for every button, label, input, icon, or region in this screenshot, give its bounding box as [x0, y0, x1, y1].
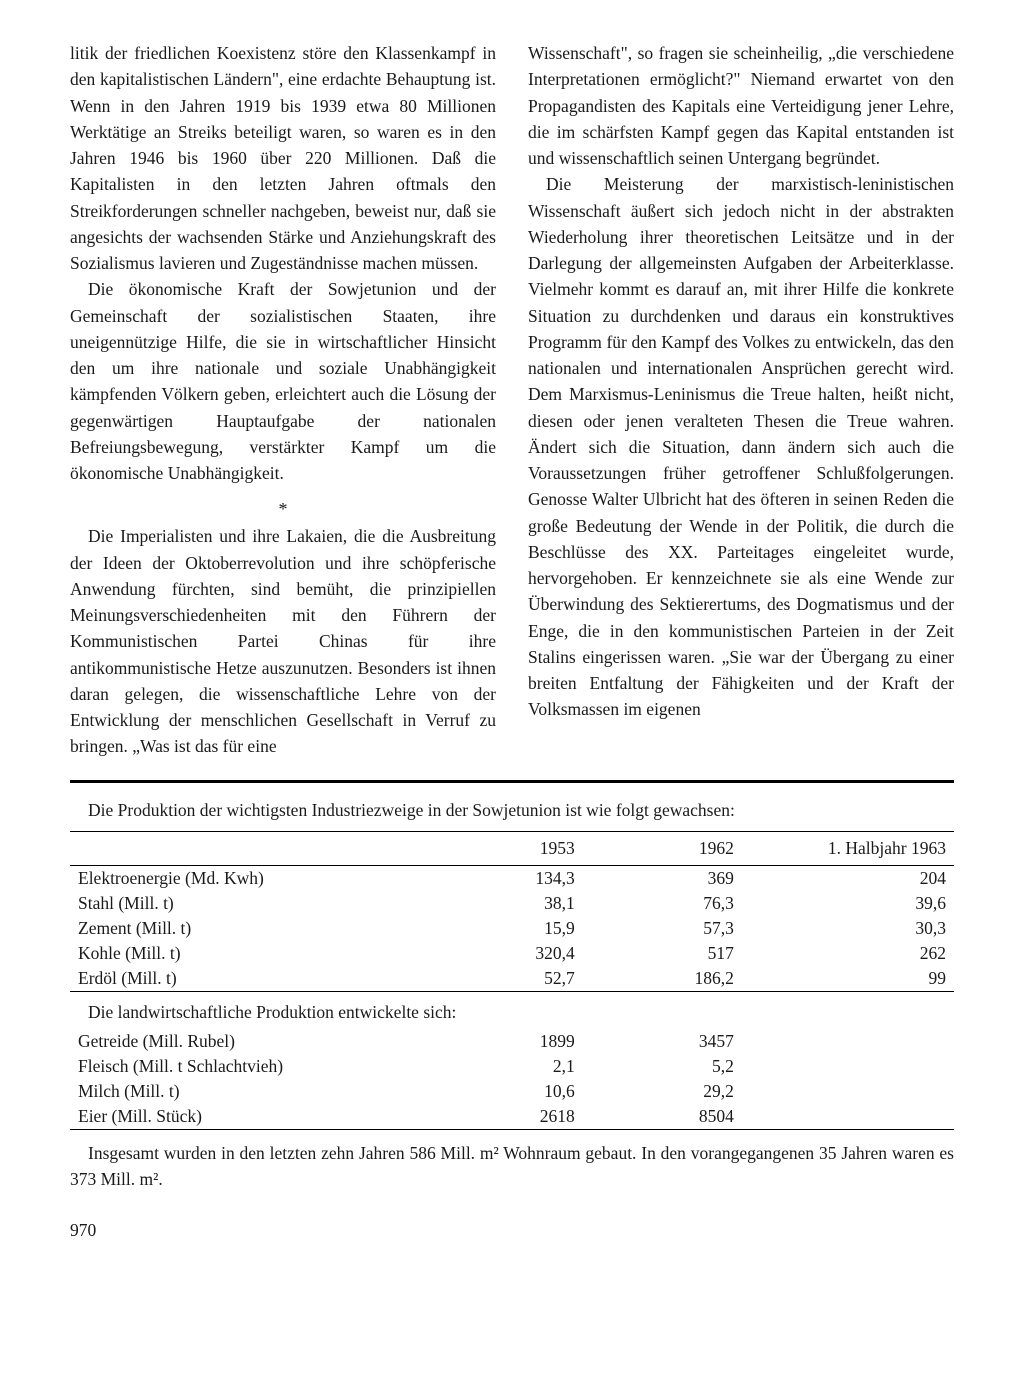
table-row: Milch (Mill. t)10,629,2 — [70, 1079, 954, 1104]
table-header — [70, 831, 424, 865]
table-header-row: 1953 1962 1. Halbjahr 1963 — [70, 831, 954, 865]
table-cell: 57,3 — [583, 916, 742, 941]
table-header: 1962 — [583, 831, 742, 865]
table-row: Elektroenergie (Md. Kwh)134,3369204 — [70, 865, 954, 891]
table-cell: 8504 — [583, 1104, 742, 1130]
table-cell: 76,3 — [583, 891, 742, 916]
table-row: Eier (Mill. Stück)26188504 — [70, 1104, 954, 1130]
table-cell: 38,1 — [424, 891, 583, 916]
table-cell: 3457 — [583, 1029, 742, 1054]
table-cell: 262 — [742, 941, 954, 966]
table-row: Getreide (Mill. Rubel)18993457 — [70, 1029, 954, 1054]
table-cell: 2,1 — [424, 1054, 583, 1079]
table-cell: 186,2 — [583, 966, 742, 992]
para: Wissenschaft", so fragen sie scheinheili… — [528, 40, 954, 171]
table-row: Kohle (Mill. t)320,4517262 — [70, 941, 954, 966]
table-cell: 320,4 — [424, 941, 583, 966]
table-cell: 15,9 — [424, 916, 583, 941]
table-cell: 29,2 — [583, 1079, 742, 1104]
right-column: Wissenschaft", so fragen sie scheinheili… — [528, 40, 954, 760]
table-row: Stahl (Mill. t)38,176,339,6 — [70, 891, 954, 916]
section-separator: * — [70, 496, 496, 523]
para: litik der friedlichen Koexistenz störe d… — [70, 40, 496, 276]
text-columns: litik der friedlichen Koexistenz störe d… — [70, 40, 954, 760]
table-header: 1. Halbjahr 1963 — [742, 831, 954, 865]
table-cell: 369 — [583, 865, 742, 891]
table-header: 1953 — [424, 831, 583, 865]
para: Die Imperialisten und ihre Lakaien, die … — [70, 523, 496, 759]
table-cell: 517 — [583, 941, 742, 966]
table-cell: 99 — [742, 966, 954, 992]
table-row: Fleisch (Mill. t Schlachtvieh)2,15,2 — [70, 1054, 954, 1079]
para: Die ökonomische Kraft der Sowjetunion un… — [70, 276, 496, 486]
table-cell: 5,2 — [583, 1054, 742, 1079]
table-cell: 10,6 — [424, 1079, 583, 1104]
table-cell: Fleisch (Mill. t Schlachtvieh) — [70, 1054, 424, 1079]
table-cell: 30,3 — [742, 916, 954, 941]
table-cell: Zement (Mill. t) — [70, 916, 424, 941]
table-cell: Kohle (Mill. t) — [70, 941, 424, 966]
table-cell: Getreide (Mill. Rubel) — [70, 1029, 424, 1054]
horizontal-rule — [70, 780, 954, 783]
table-cell: Erdöl (Mill. t) — [70, 966, 424, 992]
page-number: 970 — [70, 1220, 954, 1241]
table-cell: Milch (Mill. t) — [70, 1079, 424, 1104]
table-cell — [742, 1079, 954, 1104]
table-cell: Elektroenergie (Md. Kwh) — [70, 865, 424, 891]
table-row: Zement (Mill. t)15,957,330,3 — [70, 916, 954, 941]
left-column: litik der friedlichen Koexistenz störe d… — [70, 40, 496, 760]
table-cell — [742, 1104, 954, 1130]
table-cell: 52,7 — [424, 966, 583, 992]
table-cell — [742, 1029, 954, 1054]
footer-note: Insgesamt wurden in den letzten zehn Jah… — [70, 1140, 954, 1193]
table-cell: 1899 — [424, 1029, 583, 1054]
table-cell: 39,6 — [742, 891, 954, 916]
table2-caption: Die landwirtschaftliche Produktion entwi… — [70, 1002, 954, 1023]
table-cell: 204 — [742, 865, 954, 891]
table-cell — [742, 1054, 954, 1079]
para: Die Meisterung der marxistisch-leninisti… — [528, 171, 954, 722]
table-row: Erdöl (Mill. t)52,7186,299 — [70, 966, 954, 992]
table-cell: Eier (Mill. Stück) — [70, 1104, 424, 1130]
agricultural-production-table: Getreide (Mill. Rubel)18993457Fleisch (M… — [70, 1029, 954, 1130]
table-cell: Stahl (Mill. t) — [70, 891, 424, 916]
table-cell: 134,3 — [424, 865, 583, 891]
table-intro: Die Produktion der wichtigsten Industrie… — [70, 797, 954, 823]
industrial-production-table: 1953 1962 1. Halbjahr 1963 Elektroenergi… — [70, 831, 954, 992]
table-cell: 2618 — [424, 1104, 583, 1130]
